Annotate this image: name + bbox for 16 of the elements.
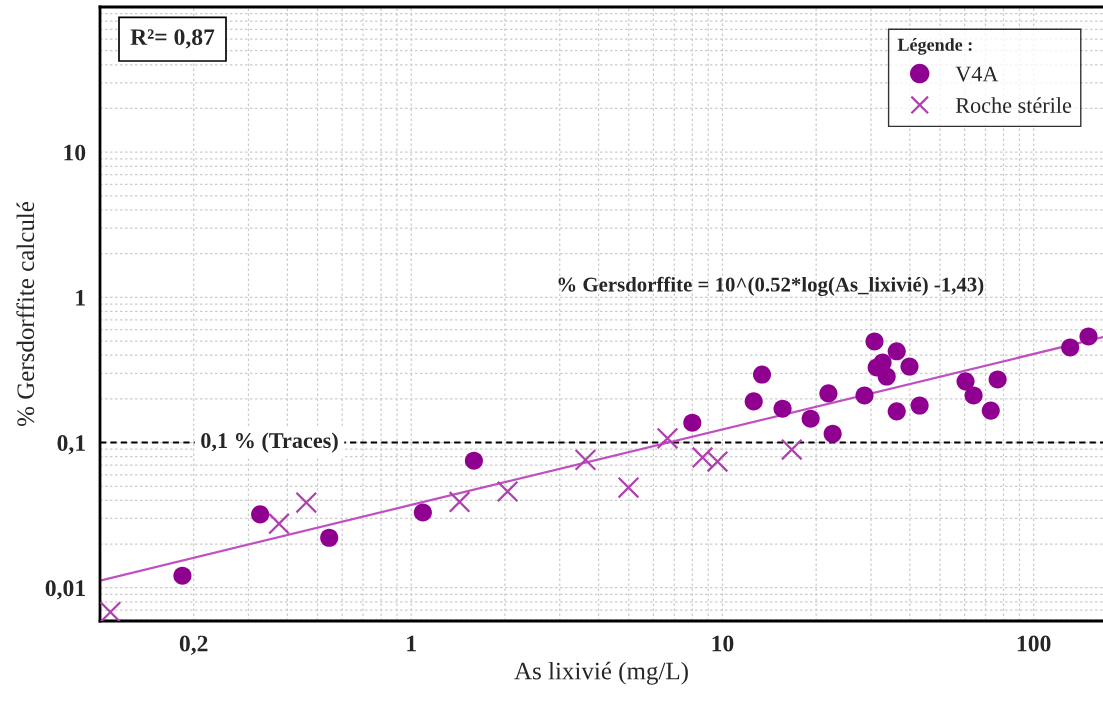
annotation: R²= 0,87	[130, 29, 215, 49]
ref-line-label: 0,1 % (Traces)	[201, 432, 338, 453]
x-tick-label: 10	[712, 635, 734, 652]
x-tick-label: 1	[407, 635, 416, 652]
y-axis-title: % Gersdorffite calculé	[16, 201, 35, 427]
y-tick-label: 0,01	[45, 580, 85, 600]
y-tick-label: 10	[64, 144, 86, 161]
x-tick-label: 100	[1017, 635, 1051, 652]
x-axis-title: As lixivié (mg/L)	[514, 661, 688, 685]
legend-label: Roche stérile	[955, 97, 1072, 113]
x-tick-label: 0,2	[179, 635, 208, 655]
y-tick-label: 1	[76, 289, 85, 306]
legend-label: V4A	[955, 66, 999, 82]
y-tick-label: 0,1	[57, 435, 85, 455]
annotation: % Gersdorffite = 10^(0.52*log(As_lixivié) -1,43)	[558, 276, 984, 296]
legend-title: Légende :	[897, 38, 972, 55]
